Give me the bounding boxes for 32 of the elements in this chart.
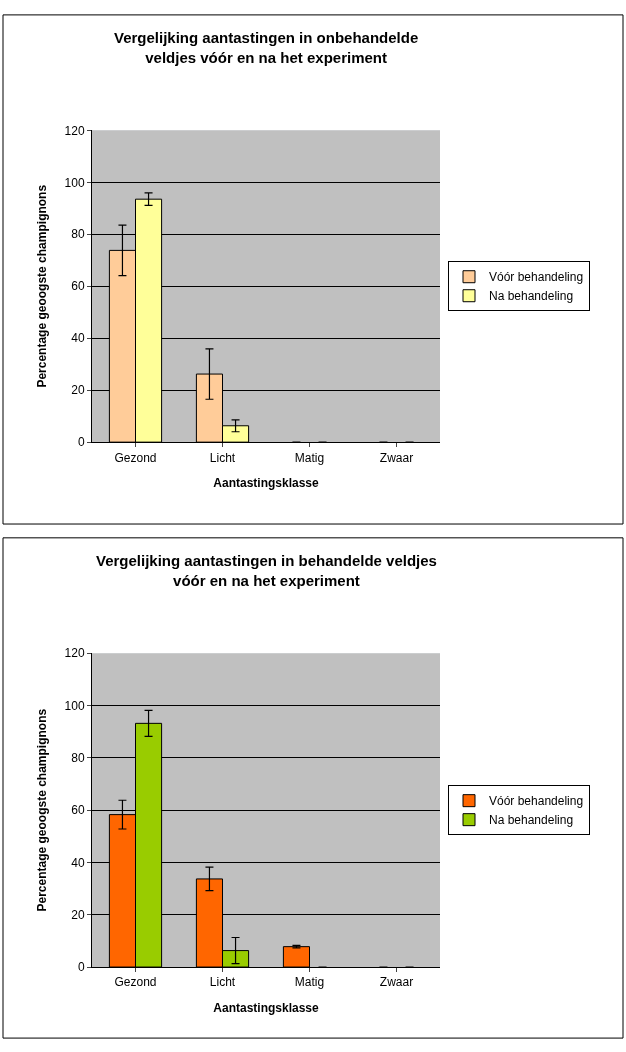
legend-label: Vóór behandeling bbox=[489, 270, 584, 285]
x-tick-label: Gezond bbox=[114, 975, 157, 990]
y-tick-label: 100 bbox=[64, 175, 85, 190]
y-tick-label: 0 bbox=[77, 960, 85, 975]
chart-title: Vergelijking aantastingen in behandelde veldjes vóór en na het experiment bbox=[96, 552, 437, 589]
y-axis-title: Percentage geoogste champignons bbox=[34, 708, 49, 912]
y-tick-label: 0 bbox=[77, 435, 85, 450]
x-axis-title: Aantastingsklasse bbox=[213, 476, 320, 491]
y-tick-label: 100 bbox=[64, 698, 85, 713]
x-tick-label: Gezond bbox=[114, 450, 157, 465]
legend-label: Vóór behandeling bbox=[489, 794, 584, 809]
y-tick-label: 60 bbox=[71, 279, 85, 294]
x-tick-label: Zwaar bbox=[379, 975, 414, 990]
x-tick-label: Matig bbox=[294, 975, 325, 990]
y-tick-label: 40 bbox=[71, 331, 85, 346]
y-axis-title: Percentage geoogste champignons bbox=[34, 184, 49, 388]
legend-label: Na behandeling bbox=[489, 289, 574, 304]
x-tick-label: Zwaar bbox=[379, 450, 414, 465]
y-tick-label: 80 bbox=[71, 227, 85, 242]
y-tick-label: 20 bbox=[71, 383, 85, 398]
y-tick-label: 80 bbox=[71, 751, 85, 766]
x-axis-title: Aantastingsklasse bbox=[213, 1001, 320, 1016]
legend-label: Na behandeling bbox=[489, 813, 574, 828]
x-tick-label: Licht bbox=[209, 975, 236, 990]
chart-title: Vergelijking aantastingen in onbehandelde veldjes vóór en na het experiment bbox=[114, 29, 419, 66]
y-tick-label: 120 bbox=[64, 646, 85, 661]
y-tick-label: 40 bbox=[71, 855, 85, 870]
y-tick-label: 60 bbox=[71, 803, 85, 818]
x-tick-label: Matig bbox=[294, 450, 325, 465]
x-tick-label: Licht bbox=[209, 450, 236, 465]
y-tick-label: 20 bbox=[71, 907, 85, 922]
y-tick-label: 120 bbox=[64, 123, 85, 138]
